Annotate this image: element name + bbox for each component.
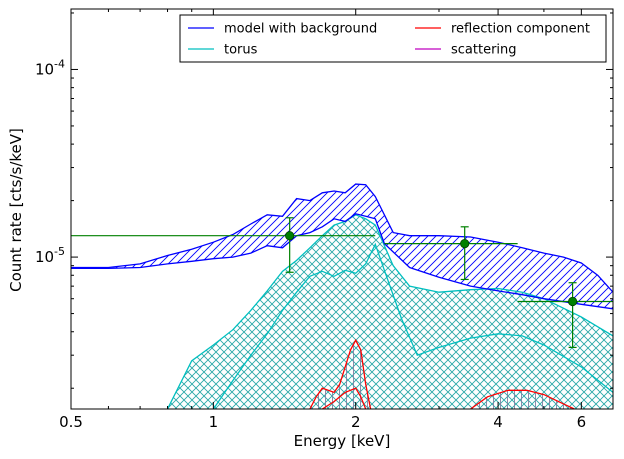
- y-tick-label: 10-4: [35, 57, 65, 78]
- reflection-peak2-line: [470, 389, 575, 409]
- model-upper-line: [71, 183, 613, 293]
- data-point-2: [384, 226, 518, 281]
- legend-label: reflection component: [451, 22, 590, 37]
- legend: model with background reflection componen…: [179, 14, 607, 63]
- model-band-fill: [71, 184, 613, 309]
- data-marker: [568, 296, 578, 307]
- y-tick-exponent: -5: [54, 245, 65, 258]
- legend-label: torus: [224, 43, 258, 58]
- legend-label: scattering: [451, 43, 517, 58]
- legend-frame: [179, 14, 607, 63]
- plot-frame: [70, 8, 614, 410]
- reflection-band-fill: [309, 340, 371, 409]
- y-tick-exponent: -4: [54, 57, 65, 70]
- y-axis: 10-510-4: [35, 12, 613, 389]
- legend-entry-4: scattering: [415, 43, 517, 58]
- legend-label: model with background: [224, 22, 377, 37]
- x-tick-label: 0.5: [59, 413, 83, 431]
- reflection-peak1-line: [309, 338, 372, 409]
- x-axis-label: Energy [keV]: [294, 432, 391, 450]
- legend-entry-2: reflection component: [415, 22, 590, 37]
- data-points: [71, 217, 613, 349]
- y-tick-label: 10-5: [35, 245, 65, 266]
- x-axis: 0.5 1 2 4 6: [59, 9, 614, 431]
- data-point-1: [71, 217, 376, 273]
- torus-lower-line: [212, 242, 613, 409]
- y-tick-base: 10: [35, 60, 54, 78]
- x-tick-label: 4: [493, 413, 503, 431]
- model-lower-line: [71, 213, 613, 310]
- legend-entry-1: model with background: [188, 22, 377, 37]
- reflection-peak1-lower-line: [321, 387, 367, 409]
- data-marker: [285, 231, 295, 241]
- x-tick-label: 6: [577, 413, 587, 431]
- torus-band-fill: [167, 214, 613, 409]
- x-tick-label: 1: [209, 413, 219, 431]
- legend-entry-3: torus: [188, 43, 258, 58]
- data-marker: [460, 238, 470, 249]
- y-axis-label: Count rate [cts/s/keV]: [7, 128, 25, 292]
- data-point-3: [517, 282, 613, 349]
- y-tick-base: 10: [35, 248, 54, 266]
- x-tick-label: 2: [351, 413, 361, 431]
- reflection-peak2-fill: [470, 390, 575, 409]
